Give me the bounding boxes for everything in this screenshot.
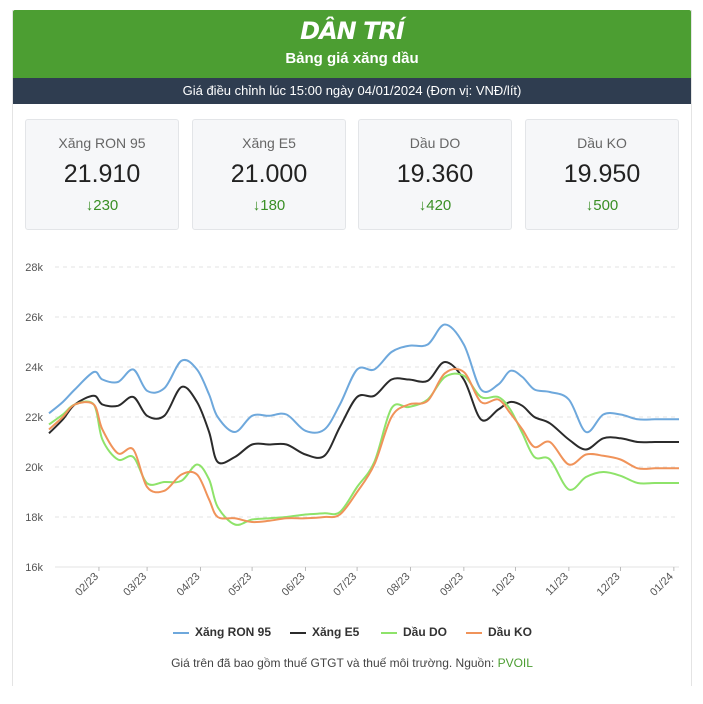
- tile-ko: Dầu KO 19.950 ↓500: [525, 119, 679, 230]
- tile-e5: Xăng E5 21.000 ↓180: [192, 119, 346, 230]
- x-tick-label: 08/23: [385, 571, 413, 599]
- tile-change: 500: [593, 197, 619, 214]
- tile-price: 21.910: [63, 160, 141, 188]
- x-tick-label: 10/23: [490, 571, 518, 599]
- legend-item-do[interactable]: Dầu DO: [381, 622, 447, 642]
- tile-price: 19.950: [563, 160, 641, 188]
- price-tiles: Xăng RON 95 21.910 ↓230 Xăng E5 21.000 ↓…: [25, 119, 679, 230]
- tile-change: 420: [426, 197, 452, 214]
- tile-change: 180: [260, 197, 286, 214]
- legend-item-ron95[interactable]: Xăng RON 95: [173, 622, 271, 642]
- legend-swatch: [466, 631, 482, 634]
- tile-price: 21.000: [230, 160, 308, 188]
- x-tick-label: 05/23: [226, 571, 254, 599]
- tile-ron95: Xăng RON 95 21.910 ↓230: [25, 119, 179, 230]
- legend-label: Dầu DO: [403, 625, 448, 639]
- tile-name: Dầu DO: [409, 135, 461, 151]
- chart-legend: Xăng RON 95 Xăng E5 Dầu DO Dầu KO: [13, 622, 691, 642]
- footnote-text: Giá trên đã bao gồm thuế GTGT và thuế mô…: [171, 656, 498, 670]
- legend-item-e5[interactable]: Xăng E5: [290, 622, 359, 642]
- legend-label: Xăng E5: [312, 625, 360, 639]
- legend-swatch: [381, 631, 397, 634]
- source-note: Giá trên đã bao gồm thuế GTGT và thuế mô…: [13, 656, 691, 670]
- legend-label: Xăng RON 95: [195, 625, 272, 639]
- y-tick-label: 26k: [25, 312, 43, 324]
- legend-item-ko[interactable]: Dầu KO: [466, 622, 532, 642]
- source-link[interactable]: PVOIL: [497, 656, 533, 670]
- tile-name: Xăng RON 95: [58, 135, 146, 151]
- arrow-down-icon: ↓: [252, 197, 261, 214]
- y-tick-label: 28k: [25, 262, 43, 274]
- adjustment-info: Giá điều chỉnh lúc 15:00 ngày 04/01/2024…: [13, 78, 691, 104]
- x-tick-label: 12/23: [595, 571, 623, 599]
- x-tick-label: 06/23: [280, 571, 308, 599]
- tile-do: Dầu DO 19.360 ↓420: [358, 119, 512, 230]
- price-card: DÂN TRÍ Bảng giá xăng dầu Giá điều chỉnh…: [12, 10, 692, 686]
- series-ko-line: [48, 368, 679, 524]
- legend-swatch: [173, 631, 189, 634]
- legend-swatch: [290, 631, 306, 634]
- arrow-down-icon: ↓: [418, 197, 427, 214]
- y-tick-label: 16k: [25, 562, 43, 574]
- dantri-logo[interactable]: DÂN TRÍ: [300, 17, 405, 45]
- arrow-down-icon: ↓: [585, 197, 594, 214]
- tile-price: 19.360: [396, 160, 474, 188]
- x-tick-label: 03/23: [121, 571, 149, 599]
- x-tick-label: 11/23: [544, 571, 571, 598]
- arrow-down-icon: ↓: [85, 197, 94, 214]
- series-e5-line: [48, 360, 679, 465]
- series-ron95-line: [48, 323, 679, 434]
- x-tick-label: 04/23: [175, 571, 203, 599]
- tile-name: Dầu KO: [577, 135, 627, 151]
- y-tick-label: 20k: [25, 462, 43, 474]
- header: DÂN TRÍ Bảng giá xăng dầu: [13, 10, 691, 78]
- y-tick-label: 22k: [25, 412, 43, 424]
- tile-name: Xăng E5: [242, 135, 296, 151]
- x-tick-label: 01/24: [648, 571, 676, 599]
- price-history-chart: 28k 26k 24k 22k 20k 18k 16k 02/23 03/23 04/23 05/2…: [25, 262, 679, 599]
- x-tick-label: 09/23: [438, 571, 466, 599]
- x-tick-label: 02/23: [73, 571, 101, 599]
- y-tick-label: 24k: [25, 362, 43, 374]
- page-title: Bảng giá xăng dầu: [285, 50, 419, 67]
- tile-change: 230: [93, 197, 119, 214]
- legend-label: Dầu KO: [488, 625, 533, 639]
- x-tick-label: 07/23: [331, 571, 359, 599]
- y-tick-label: 18k: [25, 512, 43, 524]
